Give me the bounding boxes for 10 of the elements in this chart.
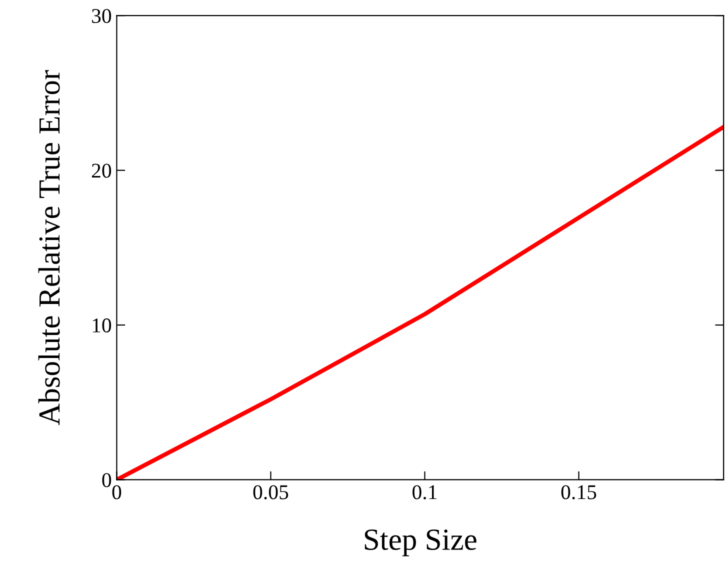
y-tick-label: 0: [102, 473, 112, 488]
y-tick-label: 30: [92, 8, 112, 24]
x-tick-label: 0.1: [412, 485, 437, 500]
x-tick-label: 0: [112, 485, 122, 500]
x-axis-title: Step Size: [364, 529, 476, 556]
y-axis-title: Absolute Relative True Error: [38, 70, 60, 426]
x-tick-label: 0.15: [561, 485, 596, 500]
y-tick-label: 10: [92, 318, 112, 332]
x-tick-label: 0.05: [253, 485, 288, 500]
y-tick-label: 20: [92, 164, 112, 178]
